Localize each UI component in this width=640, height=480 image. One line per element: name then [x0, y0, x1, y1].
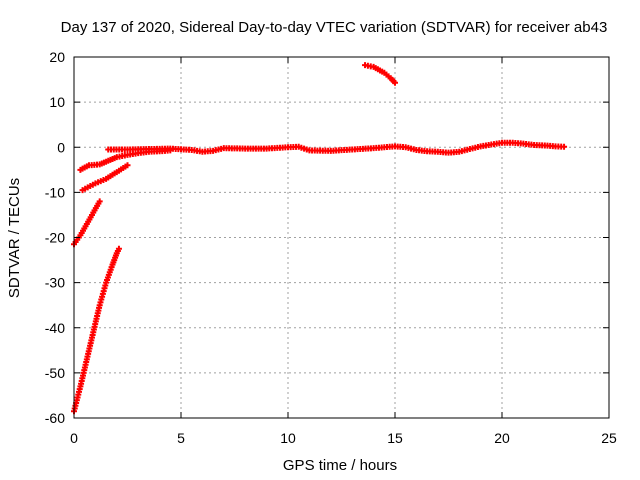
axis-ticks: 0 5 10 15 20 25 -60 -50 -40 -30 -20 -10 0 10 20 [45, 49, 617, 446]
x-tick-label: 20 [494, 430, 510, 446]
data-series [71, 198, 103, 248]
y-axis-label: SDTVAR / TECUs [6, 178, 23, 298]
y-tick-label: -10 [45, 184, 65, 200]
data-point [115, 245, 122, 252]
y-tick-label: -60 [45, 410, 65, 426]
y-tick-label: -50 [45, 365, 65, 381]
x-tick-label: 15 [387, 430, 403, 446]
y-tick-label: 20 [49, 49, 65, 65]
data-series [362, 62, 398, 86]
x-tick-label: 10 [280, 430, 296, 446]
chart-title: Day 137 of 2020, Sidereal Day-to-day VTE… [61, 19, 608, 36]
x-tick-label: 5 [177, 430, 185, 446]
y-tick-label: 0 [57, 139, 65, 155]
data-series [79, 162, 131, 194]
data-series [105, 139, 568, 156]
x-tick-label: 25 [601, 430, 617, 446]
grid-lines [74, 57, 609, 418]
y-tick-label: -20 [45, 230, 65, 246]
x-tick-label: 0 [70, 430, 78, 446]
data-point [124, 162, 131, 169]
data-points [71, 62, 568, 415]
data-series [71, 245, 122, 415]
y-tick-label: -30 [45, 275, 65, 291]
data-point [96, 198, 103, 205]
x-axis-label: GPS time / hours [283, 457, 397, 474]
y-tick-label: -40 [45, 320, 65, 336]
data-point [561, 143, 568, 150]
data-point [392, 79, 398, 86]
y-tick-label: 10 [49, 94, 65, 110]
